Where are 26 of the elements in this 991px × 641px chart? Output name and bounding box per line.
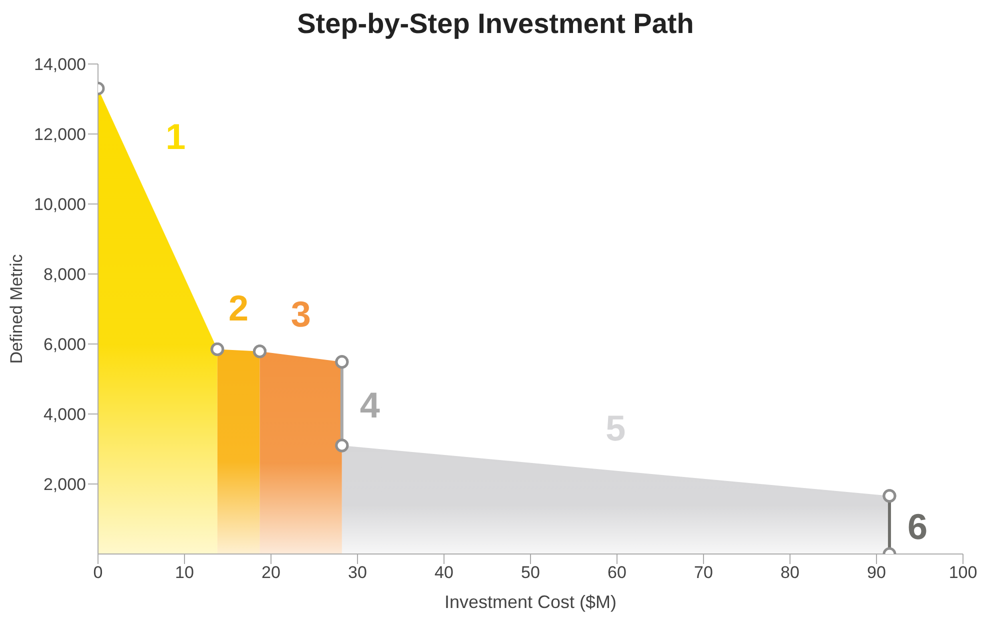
y-tick-label: 4,000 xyxy=(43,405,86,424)
series-label: 2 xyxy=(228,287,249,328)
y-tick-label: 8,000 xyxy=(43,265,86,284)
y-tick-label: 14,000 xyxy=(34,55,86,74)
x-tick-label: 20 xyxy=(262,563,280,582)
x-tick-label: 80 xyxy=(780,563,800,582)
x-tick-label: 50 xyxy=(521,563,540,582)
y-tick-label: 12,000 xyxy=(34,125,86,144)
y-axis-title: Defined Metric xyxy=(7,254,26,364)
y-tick-label: 10,000 xyxy=(34,195,86,214)
y-tick-label: 2,000 xyxy=(43,475,86,494)
series-label: 3 xyxy=(290,294,311,335)
x-tick-label: 90 xyxy=(867,563,886,582)
x-tick-label: 10 xyxy=(175,563,194,582)
x-tick-label: 30 xyxy=(348,563,367,582)
series-label: 6 xyxy=(907,506,928,547)
x-tick-label: 70 xyxy=(694,563,713,582)
x-tick-label: 100 xyxy=(948,563,978,582)
x-axis-title: Investment Cost ($M) xyxy=(444,592,617,612)
x-tick-label: 40 xyxy=(434,563,454,582)
chart-title: Step-by-Step Investment Path xyxy=(296,8,695,41)
x-tick-label: 60 xyxy=(608,563,626,582)
x-tick-label: 0 xyxy=(93,563,103,582)
series-label: 4 xyxy=(360,384,380,426)
y-tick-label: 6,000 xyxy=(43,335,86,354)
series-label: 1 xyxy=(166,116,186,157)
